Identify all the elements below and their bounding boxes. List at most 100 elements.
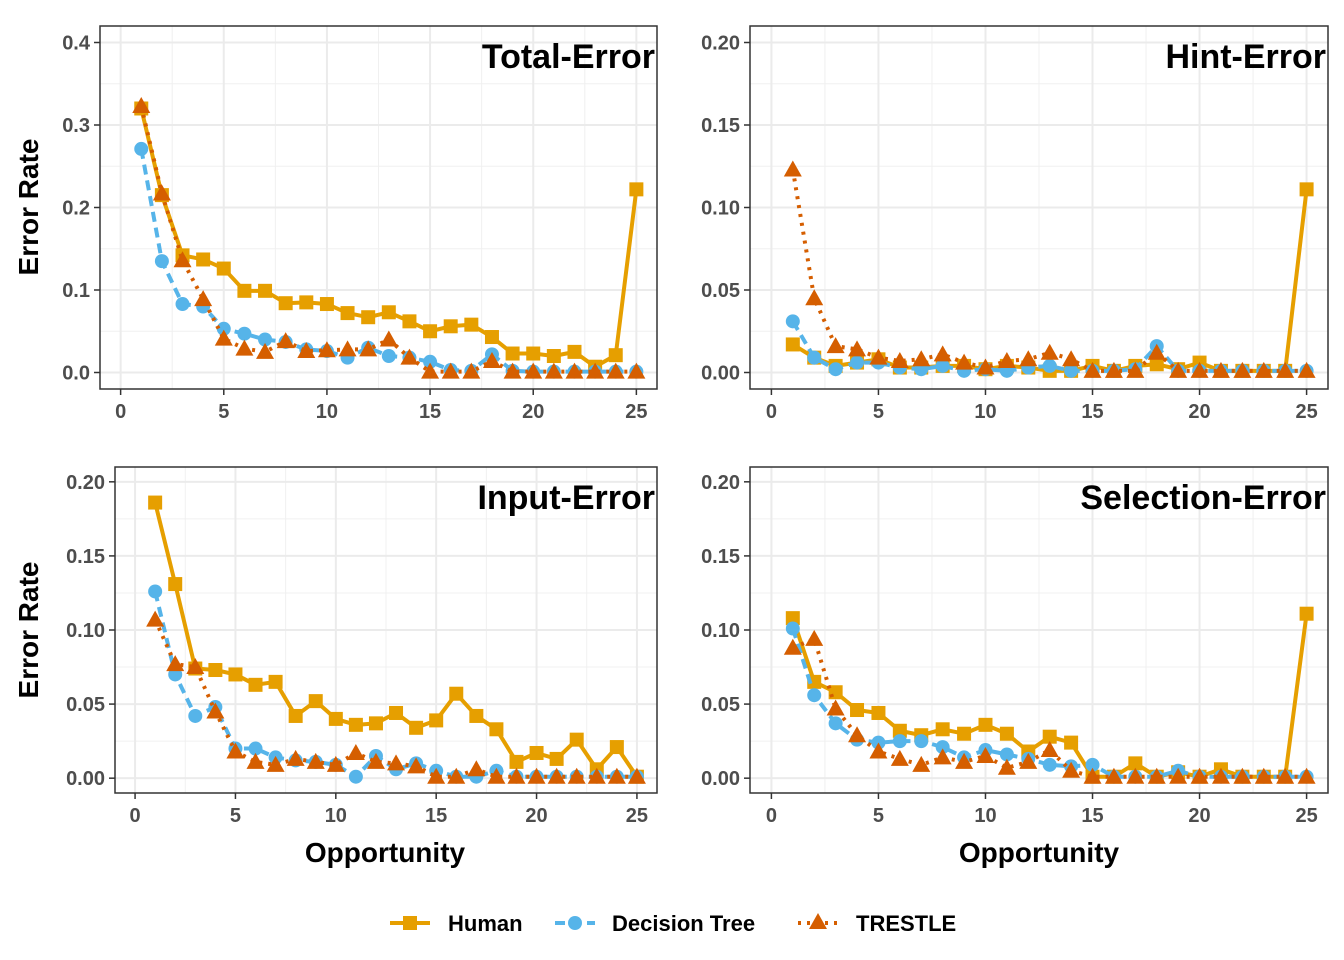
y-tick-label: 0.3: [62, 115, 90, 137]
data-point-human: [1299, 606, 1314, 621]
y-axis-title-top: Error Rate: [13, 139, 44, 276]
data-point-human: [148, 495, 163, 510]
data-point-decision-tree: [154, 254, 169, 269]
data-point-trestle: [266, 755, 285, 772]
data-point-decision-tree: [1042, 358, 1057, 373]
y-tick-label: 0.10: [701, 620, 740, 642]
data-point-decision-tree: [807, 688, 822, 703]
data-point-trestle: [132, 97, 151, 114]
y-tick-label: 0.20: [66, 472, 105, 494]
data-point-human: [409, 720, 424, 735]
data-point-trestle: [955, 353, 974, 370]
data-point-human: [308, 694, 323, 709]
data-point-trestle: [379, 330, 398, 347]
data-point-decision-tree: [216, 321, 231, 336]
data-point-trestle: [869, 742, 888, 759]
data-point-trestle: [606, 362, 625, 379]
data-point-trestle: [848, 726, 867, 743]
x-tick-label: 10: [325, 805, 347, 827]
data-point-trestle: [1083, 361, 1102, 378]
y-tick-label: 0.00: [701, 768, 740, 790]
data-point-human: [402, 314, 417, 329]
panel-total-error: 0.0 0.1 0.2 0.3 0.4 0 5 10 15 20 25 Total-Error: [62, 25, 658, 423]
data-point-trestle: [447, 767, 466, 784]
data-point-decision-tree: [785, 314, 800, 329]
data-point-decision-tree: [1085, 757, 1100, 772]
x-tick-label: 20: [1188, 805, 1210, 827]
data-point-trestle: [955, 752, 974, 769]
data-point-trestle: [1104, 361, 1123, 378]
data-point-trestle: [997, 758, 1016, 775]
data-point-trestle: [441, 362, 460, 379]
data-point-human: [288, 708, 303, 723]
data-point-trestle: [1297, 361, 1316, 378]
data-point-trestle: [976, 358, 995, 375]
y-tick-label: 0.00: [701, 363, 740, 385]
data-point-trestle: [848, 340, 867, 357]
data-point-human: [196, 252, 211, 267]
legend-label-human: Human: [448, 911, 523, 936]
x-tick-label: 25: [626, 805, 648, 827]
data-point-human: [429, 713, 444, 728]
data-point-trestle: [276, 332, 295, 349]
data-point-trestle: [976, 746, 995, 763]
data-point-trestle: [286, 749, 305, 766]
data-point-human: [569, 732, 584, 747]
data-point-human: [381, 305, 396, 320]
data-point-trestle: [783, 638, 802, 655]
data-point-trestle: [890, 351, 909, 368]
y-tick-label: 0.20: [701, 472, 740, 494]
y-tick-label: 0.05: [66, 694, 105, 716]
data-point-human: [546, 349, 561, 363]
data-point-trestle: [226, 742, 245, 759]
legend-key-trestle-marker: [809, 913, 827, 929]
data-point-human: [567, 344, 582, 359]
data-point-trestle: [256, 342, 275, 359]
y-axis-title-bottom: Error Rate: [13, 562, 44, 699]
data-point-trestle: [783, 160, 802, 177]
data-point-human: [464, 317, 479, 332]
data-point-trestle: [1190, 767, 1209, 784]
data-point-trestle: [1126, 361, 1145, 378]
series-trestle: [783, 629, 1316, 784]
data-point-trestle: [586, 362, 605, 379]
data-point-human: [892, 723, 907, 738]
data-point-trestle: [1062, 761, 1081, 778]
x-tick-label: 0: [766, 401, 777, 423]
data-point-human: [237, 283, 252, 298]
data-point-decision-tree: [134, 141, 149, 156]
data-point-decision-tree: [828, 716, 843, 731]
data-point-human: [549, 751, 564, 766]
data-point-trestle: [407, 757, 426, 774]
data-point-trestle: [246, 752, 265, 769]
data-point-human: [361, 310, 376, 325]
data-point-human: [1042, 729, 1057, 744]
panel-selection-error: 0.00 0.05 0.10 0.15 0.20 0 5 10 15 20 25 Selection-…: [701, 466, 1329, 827]
legend-key-decision-tree-marker: [568, 916, 582, 930]
data-point-decision-tree: [188, 708, 203, 723]
data-point-human: [449, 686, 464, 701]
y-tick-label: 0.15: [701, 546, 740, 568]
data-point-trestle: [400, 348, 419, 365]
data-point-human: [328, 711, 343, 726]
data-point-trestle: [547, 767, 566, 784]
data-point-trestle: [1211, 361, 1230, 378]
data-point-trestle: [524, 362, 543, 379]
data-point-trestle: [186, 658, 205, 675]
data-point-human: [443, 319, 458, 334]
data-point-trestle: [1169, 767, 1188, 784]
data-point-decision-tree: [1042, 757, 1057, 772]
data-point-human: [228, 667, 243, 682]
panel-input-error: 0.00 0.05 0.10 0.15 0.20 0 5 10 15 20 25 Input-Erro…: [66, 466, 658, 827]
x-tick-label: 25: [625, 401, 647, 423]
data-point-trestle: [933, 345, 952, 362]
data-point-trestle: [565, 362, 584, 379]
data-point-trestle: [527, 767, 546, 784]
panel-title: Total-Error: [482, 38, 655, 76]
x-tick-label: 0: [115, 401, 126, 423]
data-point-human: [258, 283, 273, 298]
x-tick-label: 15: [419, 401, 441, 423]
data-point-human: [957, 726, 972, 741]
data-point-decision-tree: [1064, 363, 1079, 378]
